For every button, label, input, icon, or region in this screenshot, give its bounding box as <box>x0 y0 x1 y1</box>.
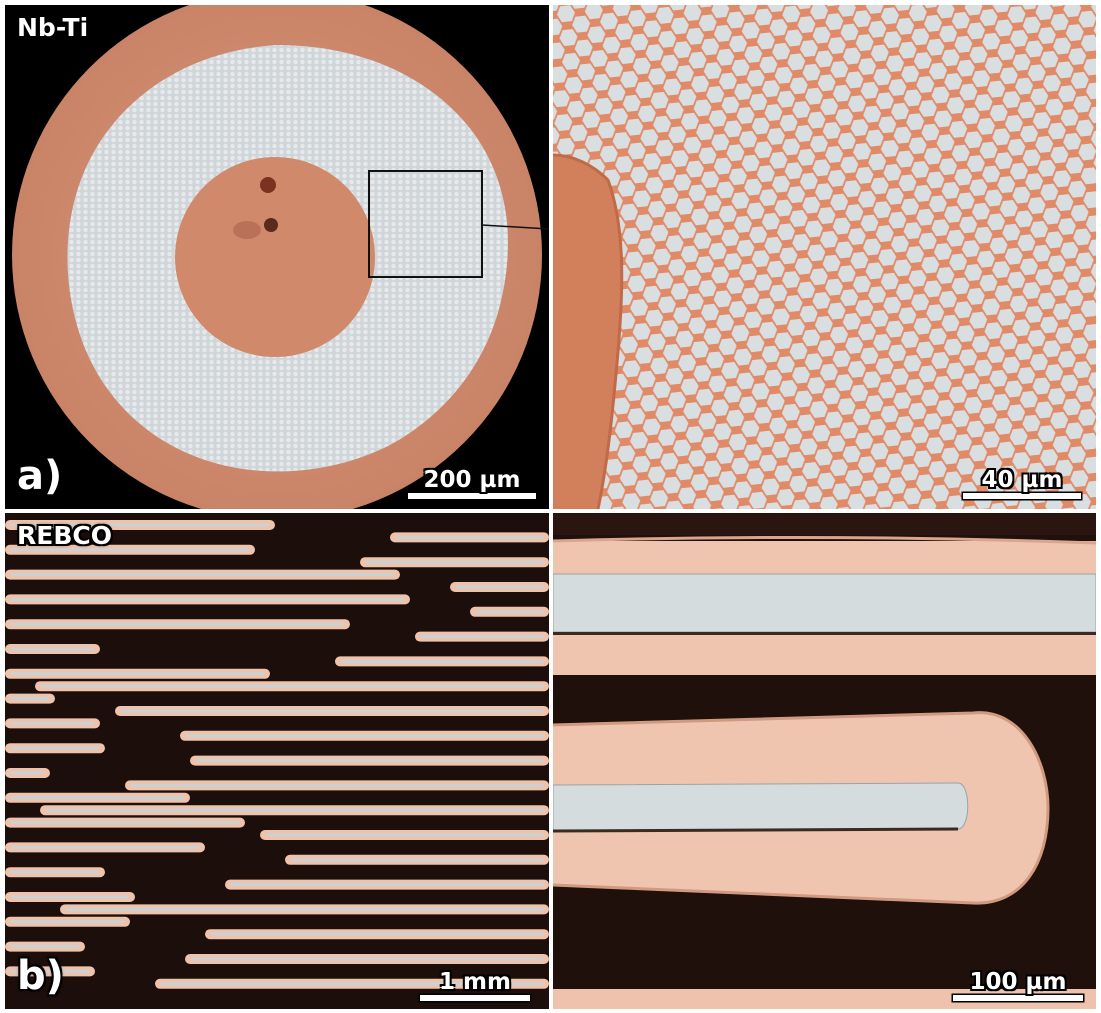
rebco-tape <box>5 619 350 630</box>
rebco-tape <box>5 966 95 977</box>
rebco-tape <box>415 631 549 642</box>
rebco-tape <box>450 582 549 592</box>
rebco-tape <box>5 842 205 853</box>
copper-core <box>175 157 375 357</box>
rebco-tape <box>260 830 549 840</box>
rebco-tape <box>5 892 135 902</box>
rebco-tape <box>35 681 549 692</box>
rebco-tape <box>5 594 410 605</box>
panel-letter-b: b) <box>17 953 64 999</box>
rebco-tape <box>5 520 275 530</box>
nbti-zoom-panel: 40 µm <box>553 5 1096 509</box>
rebco-tape <box>335 656 549 667</box>
rebco-tape <box>40 805 549 816</box>
rebco-tape <box>5 718 100 729</box>
scale-bar-40um: 40 µm <box>962 467 1082 499</box>
rebco-tape <box>5 569 400 580</box>
rebco-tape <box>5 817 245 828</box>
rebco-tape <box>60 904 549 915</box>
rebco-tape <box>225 879 549 890</box>
scale-bar-1mm: 1 mm <box>419 969 531 1001</box>
rebco-tape <box>155 978 549 989</box>
rebco-overview-panel: REBCO b) 1 mm <box>5 513 549 1009</box>
scale-bar-line <box>408 493 536 499</box>
scale-bar-line <box>420 995 530 1001</box>
rebco-tape <box>5 867 105 878</box>
rebco-zoom-panel: 100 µm <box>553 513 1096 1009</box>
rebco-tape <box>205 929 549 940</box>
scale-bar-line <box>953 995 1083 1001</box>
rebco-tape <box>5 544 255 555</box>
rebco-tape <box>180 730 549 741</box>
scale-bar-label: 100 µm <box>969 969 1067 995</box>
scale-bar-100um: 100 µm <box>952 969 1084 1001</box>
rebco-stack-image <box>5 513 549 1009</box>
rebco-label: REBCO <box>17 521 112 550</box>
rebco-tape <box>5 792 190 803</box>
rebco-tape <box>5 668 270 679</box>
upper-tape-substrate <box>553 573 1096 633</box>
nbti-cross-section-image <box>5 5 549 509</box>
rebco-tape <box>5 644 100 654</box>
panel-letter-a: a) <box>17 453 63 499</box>
rebco-tape <box>5 693 55 704</box>
nbti-label: Nb-Ti <box>17 13 89 42</box>
nbti-overview-panel: Nb-Ti a) 200 µm <box>5 5 549 509</box>
scale-bar-line <box>963 493 1081 499</box>
rebco-tape <box>5 916 130 927</box>
nbti-filament-detail-image <box>553 5 1096 509</box>
copper-edge-region <box>553 155 622 509</box>
rebco-tape <box>5 941 85 952</box>
scale-bar-label: 40 µm <box>981 467 1063 493</box>
rebco-tape <box>5 743 105 754</box>
scale-bar-label: 1 mm <box>439 969 511 995</box>
rebco-tape <box>115 706 549 716</box>
scale-bar-200um: 200 µm <box>407 467 537 499</box>
rebco-tape <box>470 606 549 617</box>
rebco-tape <box>285 854 549 865</box>
rebco-tape <box>125 780 549 791</box>
rebco-tape-detail-image <box>553 513 1096 1009</box>
lower-tape-substrate <box>553 782 969 832</box>
rebco-tape <box>5 768 50 778</box>
rebco-tape <box>360 557 549 568</box>
rebco-tape <box>390 532 549 543</box>
zoom-region-box <box>368 170 483 278</box>
rebco-tape <box>190 755 549 766</box>
rebco-tape <box>185 954 549 964</box>
scale-bar-label: 200 µm <box>423 467 521 493</box>
